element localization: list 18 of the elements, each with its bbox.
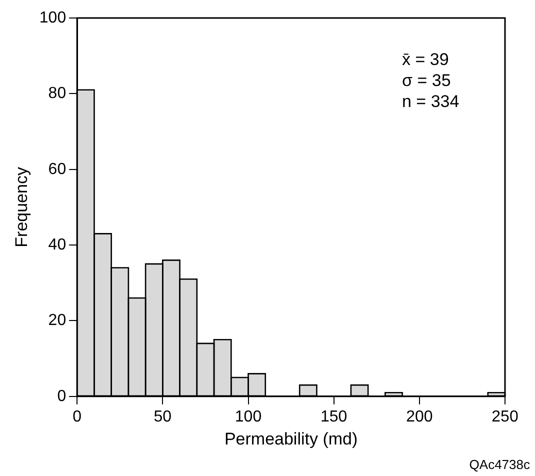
x-tick-label: 0 xyxy=(72,408,82,426)
annotation: x̄ = 39 xyxy=(402,50,449,69)
x-tick-label: 50 xyxy=(154,408,172,426)
y-tick-label: 60 xyxy=(48,160,66,178)
y-tick-label: 40 xyxy=(48,236,66,254)
y-tick-label: 80 xyxy=(48,85,66,102)
x-tick-label: 150 xyxy=(320,408,348,426)
y-tick-label: 100 xyxy=(39,9,66,26)
x-tick-label: 250 xyxy=(492,408,518,426)
x-tick-label: 200 xyxy=(406,408,433,426)
annotation: n = 334 xyxy=(402,92,460,111)
y-tick-label: 20 xyxy=(48,312,66,330)
y-axis-title: Frequency xyxy=(12,166,31,248)
x-axis-title: Permeability (md) xyxy=(224,429,358,448)
annotation: σ = 35 xyxy=(402,71,451,90)
x-tick-label: 100 xyxy=(234,408,262,426)
text: QAc4738c xyxy=(469,457,530,472)
y-tick-label: 0 xyxy=(57,388,66,405)
